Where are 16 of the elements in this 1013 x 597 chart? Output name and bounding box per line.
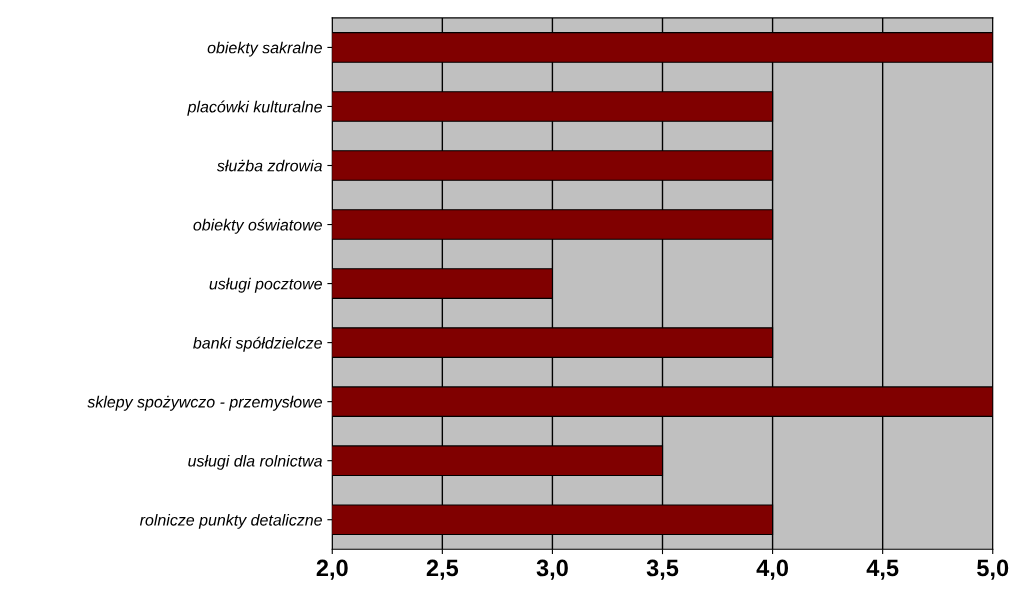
- x-tick-label: 3,0: [536, 559, 568, 580]
- y-tick-label: obiekty oświatowe: [193, 218, 322, 234]
- x-tick-label: 2,5: [426, 559, 459, 580]
- y-tick-label: usługi pocztowe: [209, 277, 322, 293]
- x-tick-label: 2,0: [316, 559, 348, 580]
- x-tick-label: 4,5: [866, 559, 899, 580]
- y-tick-label: usługi dla rolnictwa: [188, 454, 322, 470]
- y-tick-label: sklepy spożywczo - przemysłowe: [87, 395, 322, 411]
- y-tick-label: obiekty sakralne: [207, 41, 322, 57]
- x-tick-label: 5,0: [977, 559, 1009, 580]
- y-tick-label: służba zdrowia: [216, 159, 322, 172]
- y-tick-label: placówki kulturalne: [187, 100, 322, 116]
- x-tick-label: 4,0: [756, 559, 789, 580]
- x-tick-label: 3,5: [646, 559, 679, 580]
- y-tick-label: rolnicze punkty detaliczne: [139, 513, 322, 529]
- y-tick-label: banki spółdzielcze: [193, 336, 322, 352]
